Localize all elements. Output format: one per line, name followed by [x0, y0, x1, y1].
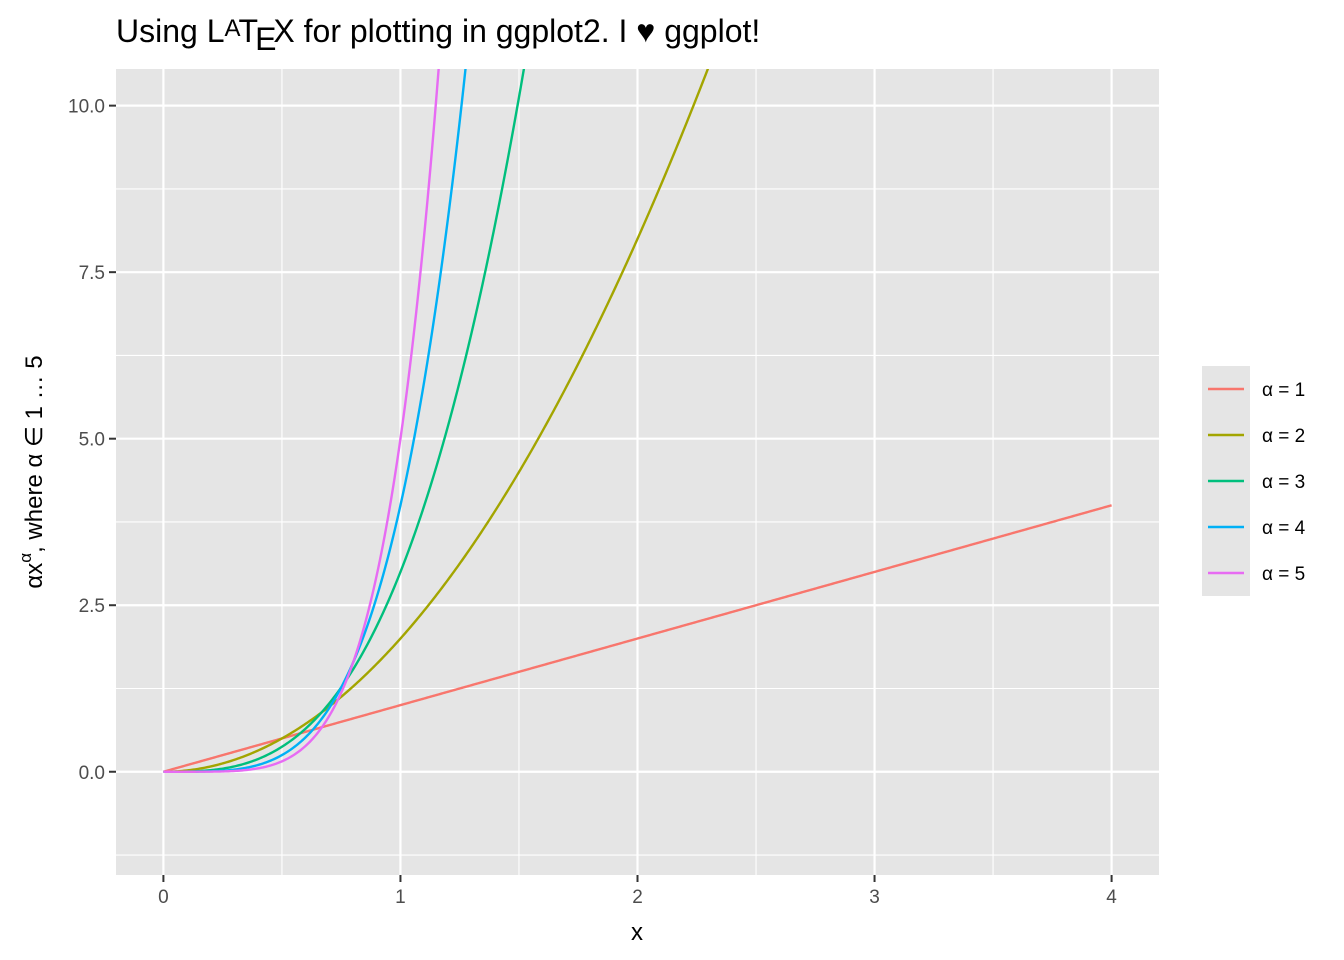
major-gridlines: [116, 69, 1159, 875]
y-axis-title: αxα, where α ∈ 1 … 5: [16, 355, 48, 588]
series-line-alpha-4: [163, 69, 467, 773]
legend-label-alpha-3: α = 3: [1262, 472, 1305, 493]
x-tick-label: 0: [158, 887, 169, 908]
x-tick-label: 4: [1106, 887, 1117, 908]
y-axis: 0.0 2.5 5.0 7.5 10.0: [68, 97, 116, 784]
x-tick-label: 1: [395, 887, 406, 908]
y-tick-label: 0.0: [79, 763, 105, 784]
legend: α = 1 α = 2 α = 3 α = 4 α = 5: [1208, 380, 1306, 585]
x-axis: 0 1 2 3 4: [158, 875, 1117, 908]
legend-label-alpha-4: α = 4: [1262, 518, 1306, 539]
series-lines: [163, 69, 1112, 773]
chart-title: Using LATEX for plotting in ggplot2. I ♥…: [116, 13, 760, 57]
series-line-alpha-5: [163, 69, 440, 773]
y-tick-label: 10.0: [68, 97, 105, 118]
y-tick-label: 2.5: [79, 596, 105, 617]
legend-label-alpha-2: α = 2: [1262, 426, 1305, 447]
series-line-alpha-3: [163, 69, 526, 773]
legend-label-alpha-5: α = 5: [1262, 564, 1305, 585]
legend-label-alpha-1: α = 1: [1262, 380, 1305, 401]
x-axis-title: x: [631, 919, 643, 946]
y-tick-label: 7.5: [79, 263, 105, 284]
x-tick-label: 3: [869, 887, 880, 908]
y-tick-label: 5.0: [79, 430, 105, 451]
x-tick-label: 2: [632, 887, 643, 908]
